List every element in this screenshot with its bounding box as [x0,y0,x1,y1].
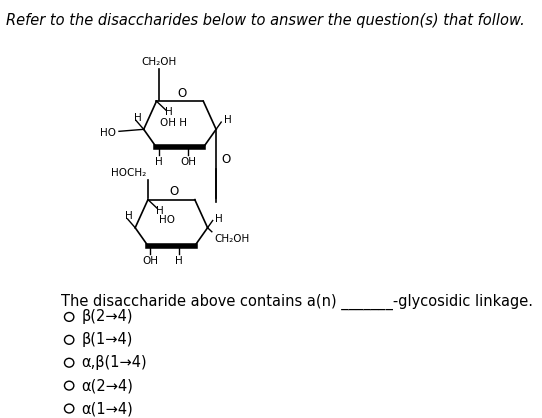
Text: α,β(1→4): α,β(1→4) [81,355,147,370]
Text: H: H [224,115,231,125]
Text: β(1→4): β(1→4) [81,332,133,347]
Text: H: H [215,214,223,224]
Text: H: H [154,158,163,168]
Text: α(1→4): α(1→4) [81,401,133,416]
Text: HO: HO [159,215,175,225]
Text: The disaccharide above contains a(n) _______-glycosidic linkage.: The disaccharide above contains a(n) ___… [61,294,533,310]
Text: H: H [125,212,133,222]
Text: CH₂OH: CH₂OH [214,234,249,244]
Text: α(2→4): α(2→4) [81,378,133,393]
Text: O: O [169,186,178,199]
Text: O: O [177,87,186,100]
Text: H: H [165,107,172,117]
Text: β(2→4): β(2→4) [81,309,133,324]
Text: CH₂OH: CH₂OH [141,57,176,67]
Text: OH: OH [180,158,196,168]
Text: OH H: OH H [160,118,187,128]
Text: HOCH₂: HOCH₂ [111,168,146,178]
Text: H: H [156,206,164,216]
Text: Refer to the disaccharides below to answer the question(s) that follow.: Refer to the disaccharides below to answ… [6,13,525,28]
Text: O: O [221,153,230,166]
Text: H: H [175,256,183,266]
Text: OH: OH [142,256,158,266]
Text: H: H [134,113,141,123]
Text: HO: HO [100,128,116,138]
